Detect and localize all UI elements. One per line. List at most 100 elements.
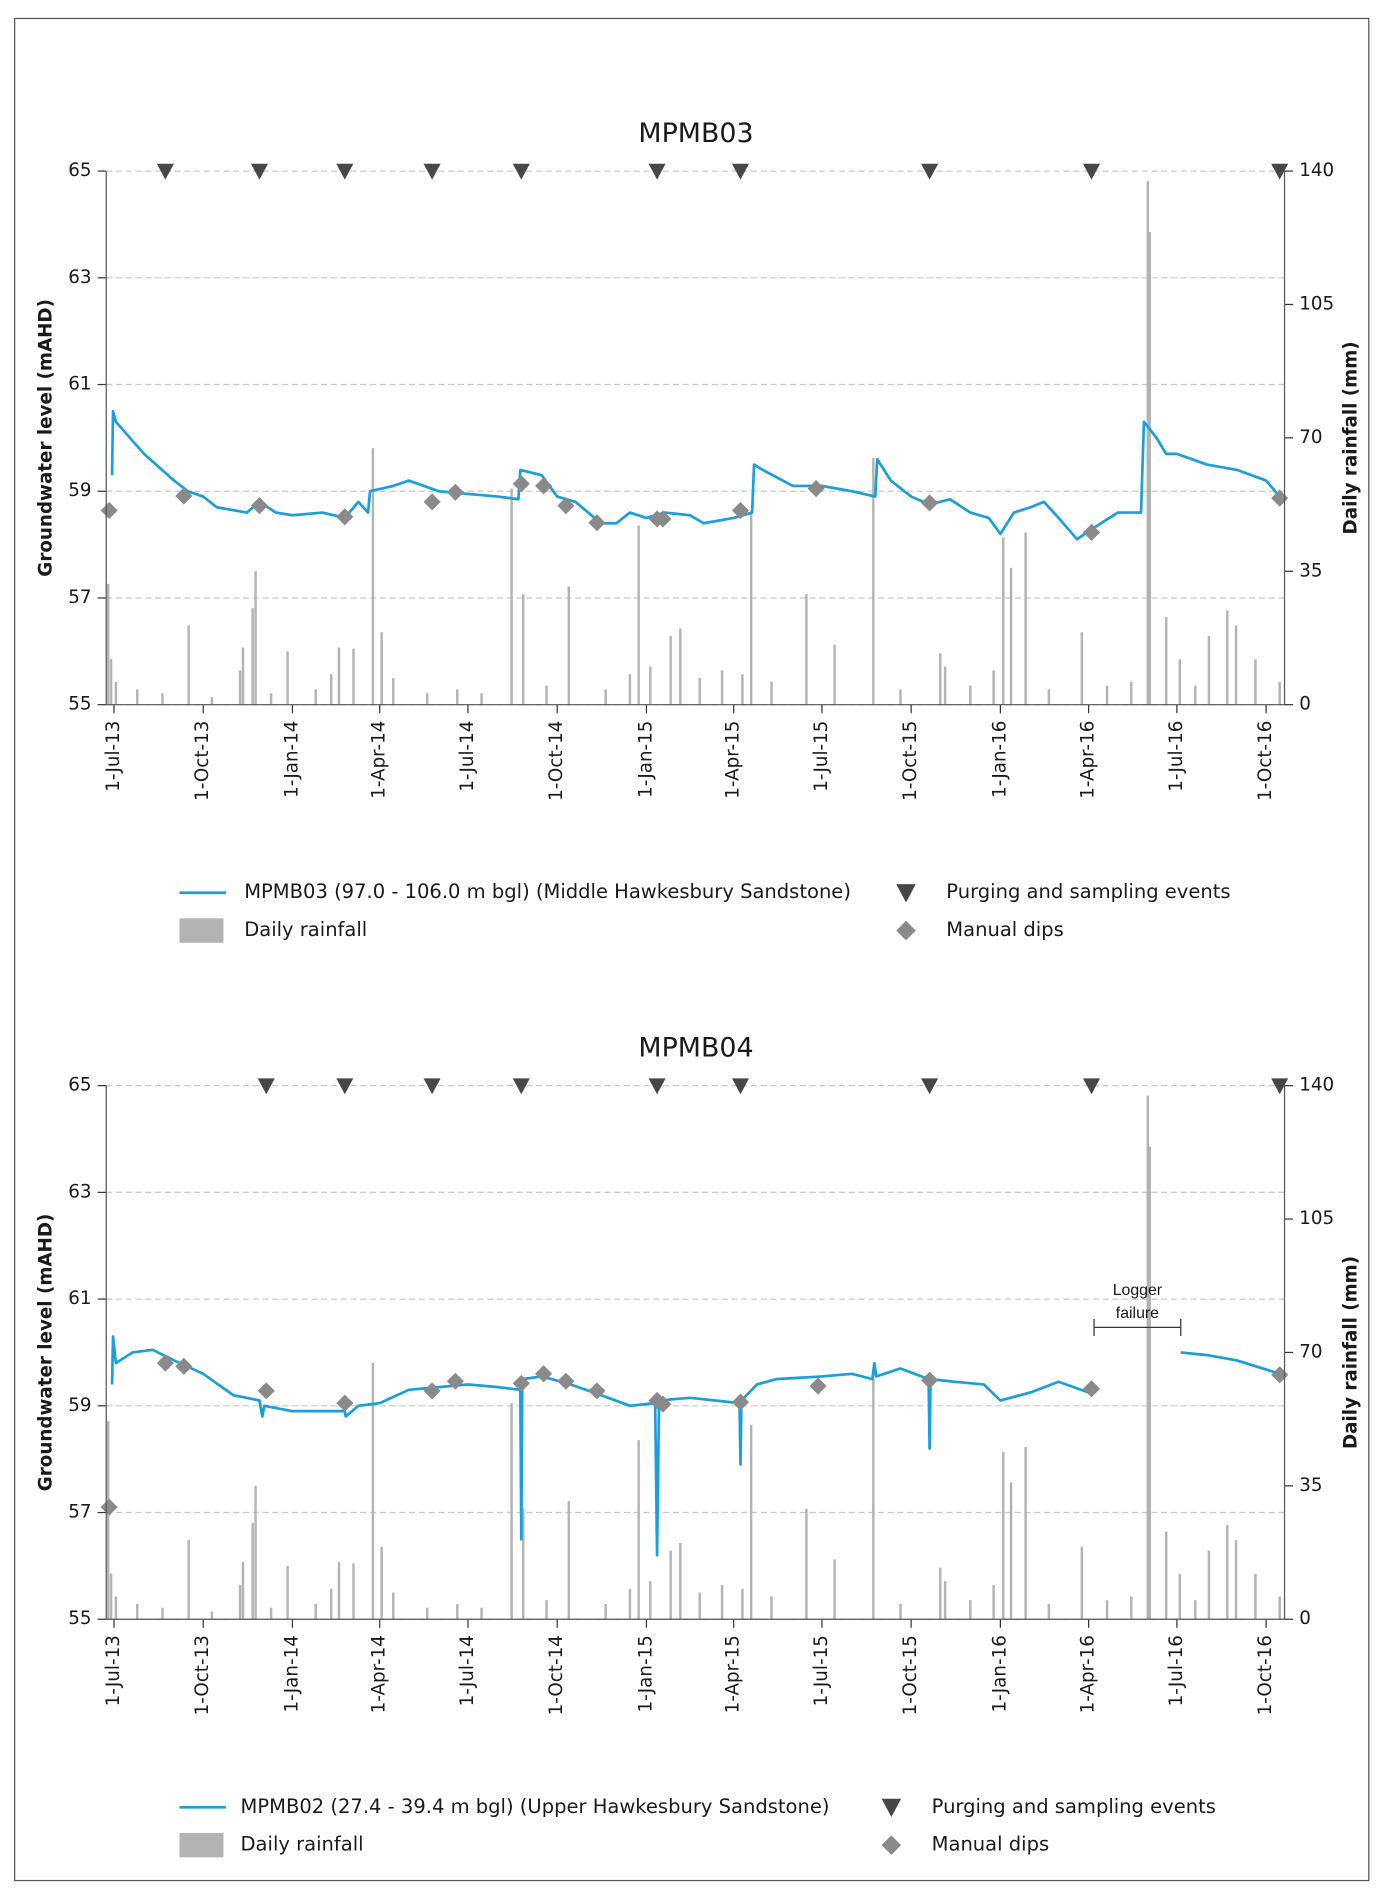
- dip-marker: [175, 487, 193, 505]
- rain-bar: [698, 678, 701, 705]
- y-tick-label: 61: [68, 1288, 91, 1309]
- rain-bar: [833, 1559, 836, 1620]
- rain-bar: [392, 678, 395, 705]
- event-marker: [648, 1078, 666, 1095]
- y2-tick-label: 70: [1299, 1341, 1322, 1362]
- rain-bar: [1009, 567, 1013, 705]
- rain-bar: [720, 670, 724, 705]
- dip-marker: [446, 483, 464, 501]
- rain-bar: [741, 674, 744, 705]
- rain-bar: [522, 1508, 525, 1620]
- rain-bar: [969, 685, 972, 705]
- rain-bar: [1194, 1600, 1197, 1620]
- rain-bar: [604, 1603, 607, 1620]
- x-tick-label: 1-Apr-15: [723, 1635, 744, 1713]
- dip-marker: [175, 1357, 193, 1375]
- x-tick-label: 1-Apr-15: [723, 721, 744, 799]
- rain-bar: [1047, 689, 1051, 705]
- dip-marker: [809, 1377, 827, 1395]
- rain-bar: [1148, 1146, 1151, 1620]
- event-marker: [921, 163, 939, 180]
- x-tick-label: 1-Oct-15: [900, 721, 921, 801]
- y-tick-label: 63: [68, 267, 91, 288]
- x-tick-label: 1-Jul-13: [103, 1635, 124, 1706]
- rain-bar: [392, 1592, 395, 1620]
- x-tick-label: 1-Apr-16: [1078, 1635, 1099, 1713]
- y-tick-label: 61: [68, 374, 91, 395]
- rain-bar: [161, 693, 164, 705]
- dip-marker: [654, 1395, 672, 1413]
- legend-swatch: [881, 1835, 902, 1855]
- rain-bar: [1148, 232, 1151, 705]
- dip-marker: [535, 477, 553, 495]
- rain-bar: [106, 1421, 110, 1620]
- rain-bar: [251, 608, 254, 705]
- rain-bar: [480, 1607, 483, 1620]
- dip-marker: [1083, 1380, 1101, 1398]
- rain-bar: [1254, 659, 1257, 705]
- rain-bar: [1278, 681, 1281, 705]
- rain-bar: [254, 1485, 257, 1620]
- dip-marker: [921, 494, 939, 512]
- event-marker: [336, 163, 354, 180]
- y-tick-label: 65: [68, 160, 91, 181]
- rain-bar: [241, 1562, 245, 1620]
- rain-bar: [992, 1584, 995, 1620]
- event-marker: [156, 163, 174, 180]
- x-tick-label: 1-Jul-16: [1166, 1635, 1187, 1706]
- rain-bar: [1278, 1596, 1281, 1620]
- rain-bar: [238, 1584, 242, 1620]
- dip-marker: [535, 1365, 553, 1383]
- dip-marker: [1271, 489, 1289, 507]
- event-marker: [1271, 1078, 1289, 1095]
- x-tick-label: 1-Jul-15: [811, 1635, 832, 1706]
- rain-bar: [426, 1607, 429, 1620]
- rain-bar: [352, 648, 355, 705]
- rain-bar: [1146, 180, 1150, 705]
- x-tick-label: 1-Jan-15: [635, 1635, 656, 1712]
- y2-tick-label: 70: [1299, 427, 1322, 448]
- y-tick-label: 63: [68, 1181, 91, 1202]
- x-tick-label: 1-Jan-16: [989, 721, 1010, 798]
- rain-bar: [380, 632, 383, 705]
- rain-bar: [456, 689, 459, 705]
- rain-bar: [1178, 659, 1182, 705]
- rain-bar: [637, 525, 640, 705]
- y-tick-label: 65: [68, 1075, 91, 1096]
- rain-bar: [1146, 1095, 1150, 1620]
- legend-label: Purging and sampling events: [946, 880, 1230, 903]
- y2-tick-label: 140: [1299, 160, 1334, 181]
- y2-tick-label: 140: [1299, 1075, 1334, 1096]
- rain-bar: [1002, 1451, 1005, 1620]
- event-marker: [1083, 163, 1101, 180]
- rain-bar: [109, 658, 113, 705]
- event-marker: [257, 1078, 275, 1095]
- x-tick-label: 1-Jul-14: [457, 721, 478, 792]
- x-tick-label: 1-Jul-13: [103, 721, 124, 792]
- x-tick-label: 1-Apr-16: [1078, 721, 1099, 799]
- dip-marker: [557, 1372, 575, 1390]
- x-tick-label: 1-Oct-15: [900, 1635, 921, 1715]
- rain-bar: [352, 1563, 355, 1620]
- rain-bar: [371, 1362, 375, 1620]
- rain-bar: [1024, 532, 1027, 705]
- rain-bar: [114, 681, 118, 705]
- rain-bar: [1080, 1546, 1084, 1620]
- rain-bar: [330, 674, 333, 705]
- rain-bar: [314, 1603, 317, 1620]
- rain-bar: [1165, 1531, 1168, 1620]
- rain-bar: [679, 1543, 682, 1620]
- rain-bar: [805, 1508, 808, 1620]
- x-tick-label: 1-Jan-16: [989, 1635, 1010, 1712]
- rain-bar: [770, 681, 773, 705]
- x-tick-label: 1-Jul-15: [811, 721, 832, 792]
- rain-bar: [1194, 685, 1197, 705]
- chart-title: MPMB03: [638, 118, 753, 149]
- rain-bar: [522, 594, 525, 705]
- dip-marker: [156, 1354, 174, 1372]
- frame: [14, 17, 1370, 1882]
- rain-bar: [106, 583, 110, 705]
- rain-bar: [269, 1607, 273, 1620]
- annotation-text: failure: [1116, 1305, 1159, 1322]
- dip-marker: [423, 493, 441, 511]
